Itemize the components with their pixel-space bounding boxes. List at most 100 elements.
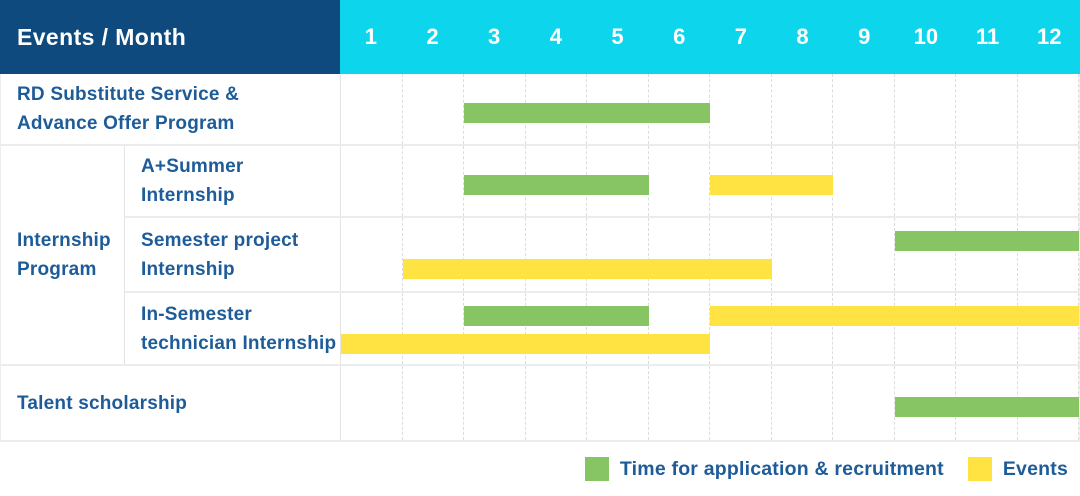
month-header-10: 10 <box>913 24 939 49</box>
month-header-3: 3 <box>488 24 501 49</box>
month-grid-column <box>772 218 833 291</box>
application-color-swatch <box>584 457 609 481</box>
month-grid-column <box>341 74 403 144</box>
month-header-1: 1 <box>364 24 377 49</box>
legend-label-events: Events <box>1002 457 1068 480</box>
month-grid-column <box>403 293 464 364</box>
month-header-2: 2 <box>426 24 439 49</box>
row-label-rd-substitute-service: RD Substitute Service & Advance Offer Pr… <box>1 74 341 144</box>
row-label-semester-project-internship: Semester project Internship <box>125 218 341 291</box>
row-label-text: Talent scholarship <box>17 392 188 414</box>
month-grid-column <box>710 218 772 291</box>
application-period-bar <box>464 175 649 195</box>
table-title: Events / Month <box>17 23 187 50</box>
row-label-text: Semester project Internship <box>141 229 299 280</box>
table-body: RD Substitute Service & Advance Offer Pr… <box>0 74 1080 442</box>
timeline-cell-a-plus-summer-internship <box>341 146 1079 216</box>
month-grid-column <box>895 218 956 291</box>
month-grid-column <box>649 366 710 440</box>
month-grid-column <box>649 218 710 291</box>
month-grid-column <box>956 293 1018 364</box>
month-grid-column <box>526 293 587 364</box>
row-rd-substitute-service: RD Substitute Service & Advance Offer Pr… <box>1 74 1079 146</box>
events-month-header-cell: Events / Month <box>0 0 340 74</box>
row-label-a-plus-summer-internship: A+Summer Internship <box>125 146 341 216</box>
event-period-bar <box>402 259 772 279</box>
month-grid-column <box>341 293 403 364</box>
row-talent-scholarship: Talent scholarship <box>1 366 1079 442</box>
month-grid-column <box>833 146 895 216</box>
month-header-11: 11 <box>975 24 1000 49</box>
row-label-talent-scholarship: Talent scholarship <box>1 366 341 440</box>
month-header-7: 7 <box>734 24 747 49</box>
legend: Time for application & recruitment Event… <box>0 442 1080 496</box>
month-grid-column <box>526 218 587 291</box>
timeline-cell-semester-project-internship <box>341 218 1079 291</box>
month-grid-column <box>1018 218 1079 291</box>
row-in-semester-technician-internship: In-Semester technician Internship <box>125 293 1079 364</box>
row-label-text: In-Semester technician Internship <box>141 303 337 354</box>
month-grid-column <box>464 293 526 364</box>
event-period-bar <box>710 175 833 195</box>
row-label-in-semester-technician-internship: In-Semester technician Internship <box>125 293 341 364</box>
month-grid-column <box>587 366 649 440</box>
month-grid-column <box>956 218 1018 291</box>
month-grid-column <box>833 366 895 440</box>
month-header-9: 9 <box>858 24 871 49</box>
legend-item-application: Time for application & recruitment <box>584 457 944 481</box>
month-grid-column <box>710 293 772 364</box>
row-a-plus-summer-internship: A+Summer Internship <box>125 146 1079 218</box>
timeline-cell-in-semester-technician-internship <box>341 293 1079 364</box>
month-grid-column <box>833 74 895 144</box>
month-grid-column <box>956 146 1018 216</box>
application-period-bar <box>464 103 710 123</box>
month-grid-column <box>526 366 587 440</box>
event-period-bar <box>341 334 710 354</box>
month-header-5: 5 <box>611 24 624 49</box>
month-grid-column <box>833 293 895 364</box>
month-grid-column <box>403 146 464 216</box>
group-label-internship-program: Internship Program <box>1 146 125 364</box>
month-grid-column <box>341 146 403 216</box>
application-period-bar <box>464 306 649 326</box>
month-header-4: 4 <box>549 24 562 49</box>
month-grid-column <box>895 146 956 216</box>
month-grid-column <box>341 366 403 440</box>
month-grid-column <box>464 218 526 291</box>
month-header-row: 1 2 3 4 5 6 7 8 9 10 11 12 <box>340 0 1080 74</box>
month-grid-column <box>895 293 956 364</box>
event-color-swatch <box>967 457 992 481</box>
table-header: Events / Month 1 2 3 4 5 6 7 8 9 10 11 1… <box>0 0 1080 74</box>
month-grid-column <box>1018 74 1079 144</box>
internship-program-group: Internship Program A+Summer Internship S… <box>1 146 1079 366</box>
month-header-12: 12 <box>1036 24 1062 49</box>
month-grid-column <box>403 366 464 440</box>
month-grid-column <box>464 366 526 440</box>
timeline-cell-rd-substitute-service <box>341 74 1079 144</box>
month-header-8: 8 <box>796 24 809 49</box>
event-period-bar <box>710 306 1079 326</box>
month-grid-column <box>1018 293 1079 364</box>
month-grid-column <box>649 146 710 216</box>
month-grid-column <box>587 293 649 364</box>
month-grid-column <box>710 74 772 144</box>
application-period-bar <box>894 231 1079 251</box>
month-grid-column <box>403 218 464 291</box>
month-grid-column <box>833 218 895 291</box>
month-grid-column <box>403 74 464 144</box>
row-semester-project-internship: Semester project Internship <box>125 218 1079 293</box>
month-header-6: 6 <box>673 24 686 49</box>
row-label-text: A+Summer Internship <box>141 156 244 206</box>
internship-program-subrows: A+Summer Internship Semester project Int… <box>125 146 1079 364</box>
month-grid-column <box>772 293 833 364</box>
month-grid-column <box>1018 146 1079 216</box>
application-period-bar <box>894 397 1079 417</box>
month-grid-column <box>772 366 833 440</box>
timeline-cell-talent-scholarship <box>341 366 1079 440</box>
month-grid-column <box>772 74 833 144</box>
month-grid-column <box>710 366 772 440</box>
legend-item-events: Events <box>967 457 1068 481</box>
row-label-text: RD Substitute Service & Advance Offer Pr… <box>17 84 240 134</box>
month-grid-column <box>587 218 649 291</box>
